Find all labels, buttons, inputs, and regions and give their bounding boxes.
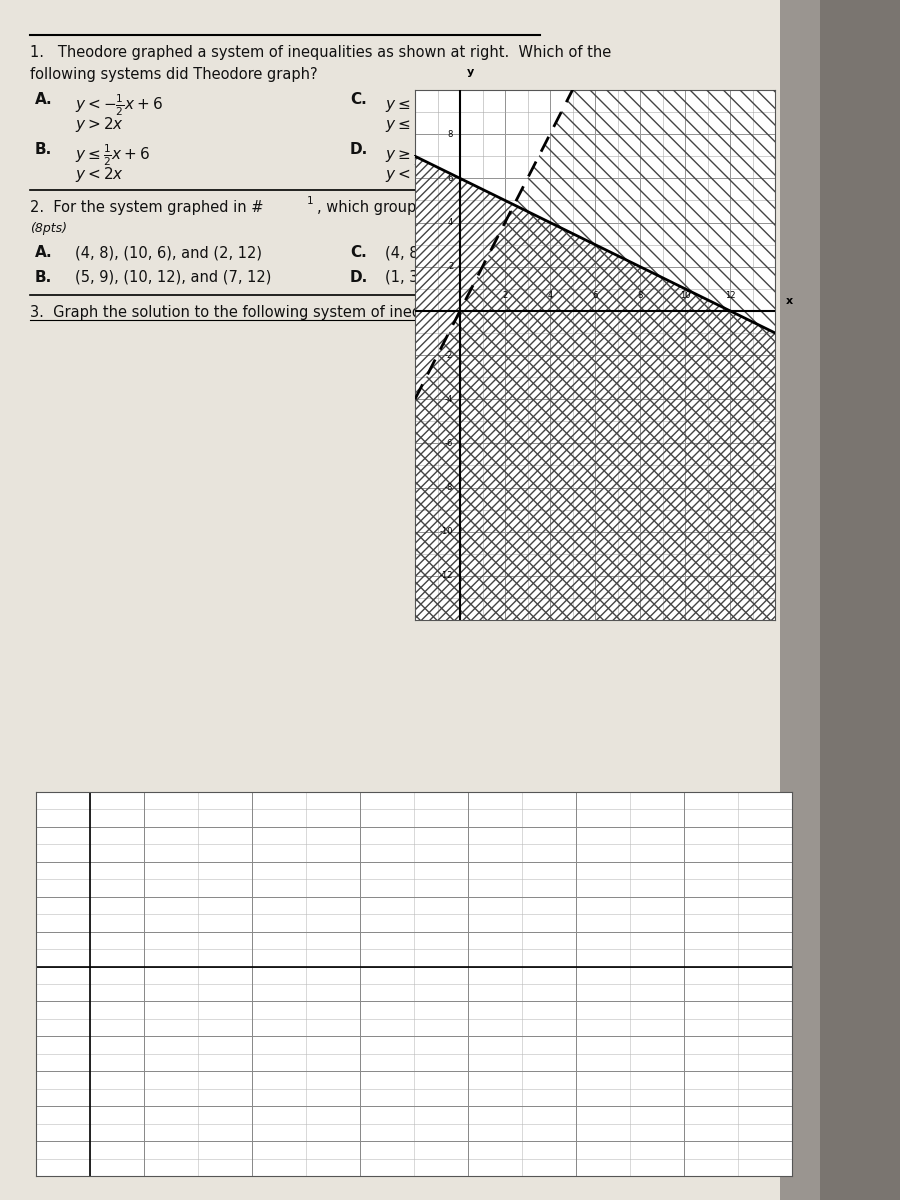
Text: $y > 2x$: $y > 2x$ [75,115,124,134]
Text: -6: -6 [445,439,454,448]
Text: 6: 6 [448,174,454,182]
Text: $y < -\frac{1}{2}x+6$: $y < -\frac{1}{2}x+6$ [75,92,163,118]
Text: , which group of points lies within the solution set?: , which group of points lies within the … [317,200,690,215]
Text: (4, 8), (10, 6), and (2, 12): (4, 8), (10, 6), and (2, 12) [75,245,262,260]
Text: -2: -2 [445,350,454,360]
Text: 8: 8 [448,130,454,139]
Text: (8pts): (8pts) [30,222,67,235]
Text: $y < 2x$: $y < 2x$ [385,164,434,184]
Text: 8: 8 [637,290,643,300]
Text: A.: A. [35,245,52,260]
Text: (1, 3), (2, 5), and (3, 7): (1, 3), (2, 5), and (3, 7) [385,270,554,284]
Text: $y \leq \frac{1}{2}x+6$: $y \leq \frac{1}{2}x+6$ [75,142,150,168]
Text: $y \leq 2x$: $y \leq 2x$ [385,115,434,134]
Text: following systems did Theodore graph?: following systems did Theodore graph? [30,67,318,82]
Bar [780,0,900,1200]
Text: $y < 2x$: $y < 2x$ [75,164,124,184]
Text: $y \leq -\frac{1}{2}x+6$: $y \leq -\frac{1}{2}x+6$ [385,92,479,118]
Text: -8: -8 [445,482,454,492]
Text: C.: C. [350,245,367,260]
Text: 2: 2 [448,262,454,271]
Text: 3.  Graph the solution to the following system of inequalities.  (12pts): 3. Graph the solution to the following s… [30,305,541,320]
Text: $y \geq \frac{1}{2}x+6$: $y \geq \frac{1}{2}x+6$ [385,142,460,168]
Text: A.: A. [35,92,52,107]
Text: (5, 9), (10, 12), and (7, 12): (5, 9), (10, 12), and (7, 12) [75,270,272,284]
Text: y: y [467,66,474,77]
Text: -12: -12 [440,571,454,581]
Text: (4, 8), (10, 11), and (6, 12): (4, 8), (10, 11), and (6, 12) [385,245,581,260]
Text: C.: C. [350,92,367,107]
Text: 2.  For the system graphed in #: 2. For the system graphed in # [30,200,264,215]
Text: 4: 4 [547,290,553,300]
Text: D.: D. [350,142,368,157]
Text: -4: -4 [445,395,454,403]
Text: 2: 2 [502,290,508,300]
Text: 12: 12 [724,290,735,300]
Text: 1: 1 [307,196,313,206]
Text: B.: B. [35,270,52,284]
Bar [820,0,900,1200]
Text: 1.   Theodore graphed a system of inequalities as shown at right.  Which of the: 1. Theodore graphed a system of inequali… [30,44,611,60]
Text: 4: 4 [448,218,454,227]
Text: 6: 6 [592,290,598,300]
Text: D.: D. [350,270,368,284]
Text: B.: B. [35,142,52,157]
Text: 10: 10 [680,290,690,300]
Text: -10: -10 [440,527,454,536]
Text: x: x [787,296,794,306]
